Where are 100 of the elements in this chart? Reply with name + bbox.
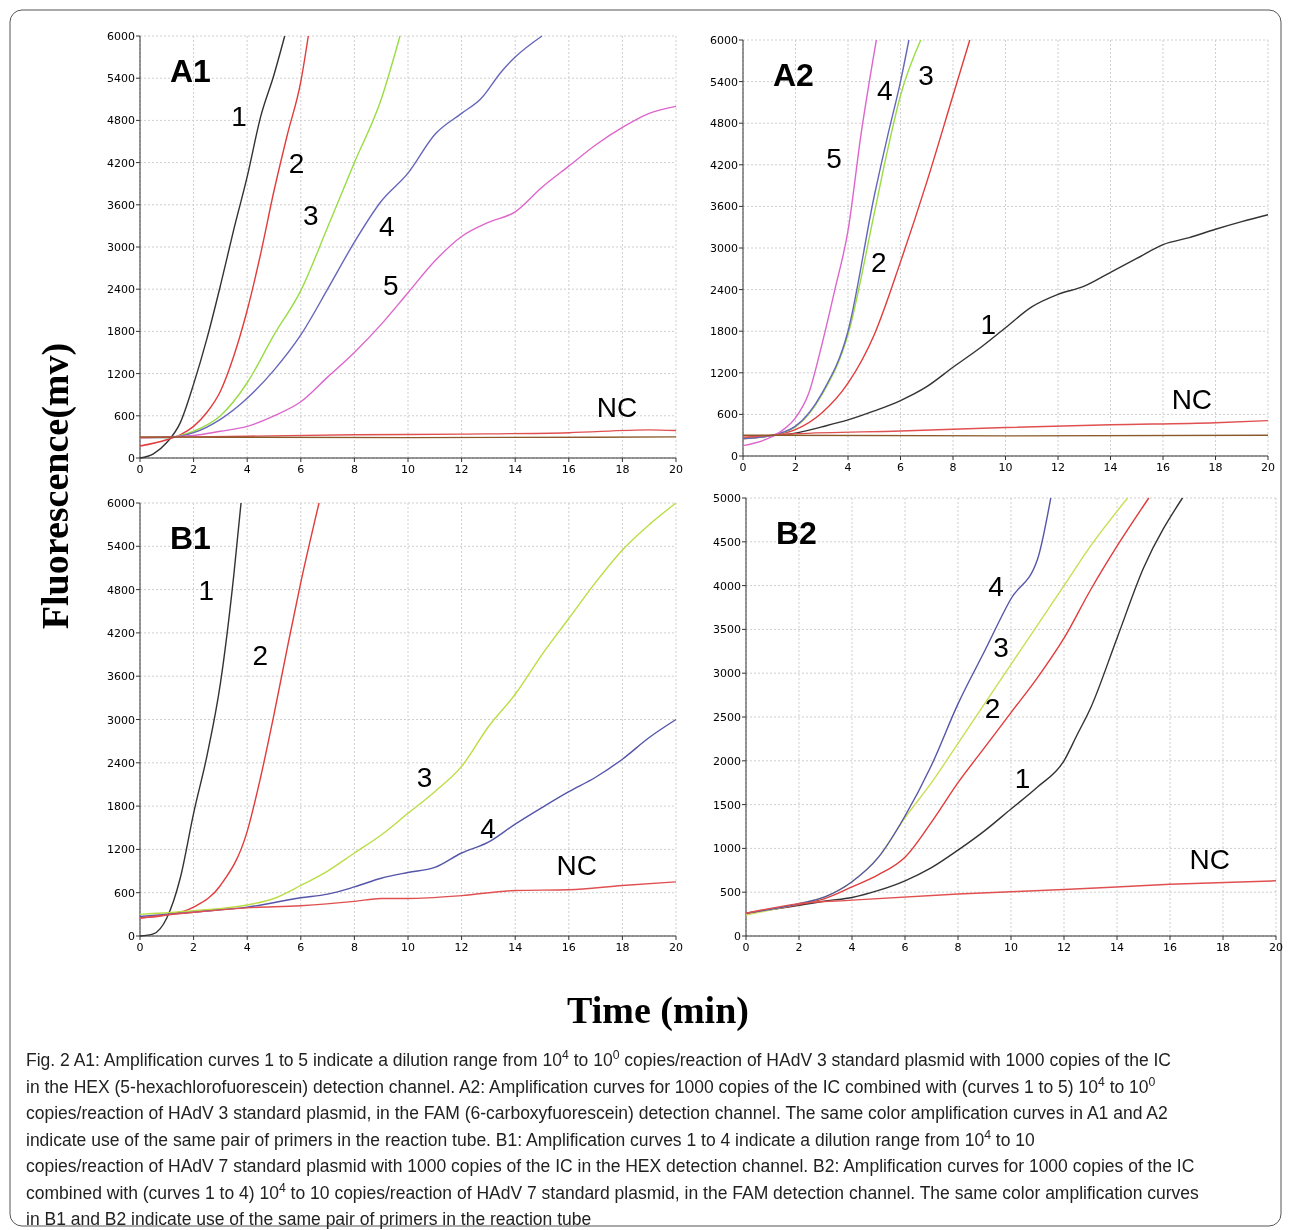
x-tick-label: 20	[1261, 461, 1275, 474]
y-tick-label: 1800	[107, 800, 135, 814]
y-tick-label: 1500	[713, 798, 741, 812]
y-tick-label: 1800	[107, 325, 135, 339]
y-tick-label: 0	[128, 452, 135, 465]
x-tick-label: 14	[1103, 461, 1118, 474]
series-label: 2	[252, 639, 268, 671]
x-tick-label: 0	[136, 941, 144, 954]
y-tick-label: 600	[114, 886, 135, 900]
y-tick-label: 4200	[710, 158, 738, 172]
x-tick-label: 14	[1110, 941, 1124, 954]
x-axis-title: Time (min)	[567, 989, 749, 1032]
y-tick-label: 3000	[710, 242, 738, 255]
y-tick-label: 1200	[107, 843, 135, 857]
series-label: 3	[416, 762, 433, 794]
x-tick-label: 4	[243, 941, 251, 954]
x-tick-label: 18	[615, 463, 630, 476]
y-tick-label: 600	[717, 408, 738, 422]
x-tick-label: 18	[1216, 941, 1230, 954]
series-label: 2	[870, 246, 887, 278]
series-label: NC	[1189, 844, 1230, 875]
x-tick-label: 2	[795, 941, 803, 954]
y-tick-label: 4800	[710, 117, 738, 131]
y-tick-label: 4800	[107, 114, 135, 128]
line-series	[745, 497, 1052, 914]
series-label: 4	[876, 74, 893, 106]
y-tick-label: 3600	[710, 200, 738, 214]
series-label: 3	[302, 200, 319, 232]
x-tick-label: 0	[742, 941, 750, 954]
series-label: 1	[198, 574, 215, 606]
x-tick-label: 16	[561, 463, 576, 476]
y-tick-label: 6000	[107, 30, 135, 43]
line-series	[745, 880, 1277, 914]
line-series	[742, 419, 1269, 438]
y-tick-label: 600	[114, 409, 135, 423]
x-tick-label: 16	[1163, 941, 1177, 954]
y-axis-title: Fluorescence(mv)	[34, 342, 77, 630]
y-tick-label: 4200	[107, 156, 135, 170]
text: B1	[170, 520, 211, 556]
y-tick-label: 6000	[107, 497, 135, 510]
x-tick-label: 2	[792, 461, 799, 474]
x-tick-label: 12	[454, 463, 469, 476]
x-tick-label: 8	[350, 463, 358, 476]
y-tick-label: 5000	[713, 492, 741, 505]
x-tick-label: 16	[1156, 461, 1170, 474]
x-tick-label: 6	[897, 461, 904, 474]
y-tick-label: 3500	[713, 623, 741, 637]
y-tick-label: 3600	[107, 198, 135, 212]
y-tick-label: 5400	[107, 540, 135, 554]
text: Fig. 2 A1: Amplification curves 1 to 5 indicate a dilution range from 10$^{4}$ to 10$^{0}$ copies/reaction of HAdV 3 standard plasmid with 1000 copies of the IC in the HEX (5-hexachlorofuorescein) detection channel. A2: Amplification curves for 1000 copies of the IC combined with (curves 1 to 5) 10$^{4}$ to 10$^{0}$ copies/reaction of HAdV 3 standard plasmid, in the FAM (6-carboxyfuorescein) detection channel. The same color amplification curves in A1 and A2 indicate use of the same pair of primers in the reaction tube. B1: Amplification curves 1 to 4 indicate a dilution range from 10$^{4}$ to 10 copies/reaction of HAdV 7 standard plasmid with 1000 copies of the IC in the HEX detection channel. B2: Amplification curves for 1000 copies of the IC combined with (curves 1 to 4) 10$^{4}$ to 10 copies/reaction of HAdV 7 standard plasmid, in the FAM detection channel. The same color amplification curves in B1 and B2 indicate use of the same pair of primers in the reaction tube	[26, 1048, 1199, 1229]
y-tick-label: 1000	[713, 842, 741, 856]
y-tick-label: 4200	[107, 626, 135, 640]
y-tick-label: 2500	[713, 711, 741, 724]
x-tick-label: 8	[954, 941, 962, 954]
series-label: 1	[980, 309, 997, 341]
series-label: 5	[382, 269, 399, 301]
y-tick-label: 5400	[107, 72, 135, 86]
x-tick-label: 16	[561, 941, 576, 954]
series-label: 2	[288, 147, 305, 179]
line-series	[139, 881, 677, 919]
x-tick-label: 14	[508, 463, 523, 476]
y-tick-label: 1800	[710, 325, 738, 339]
x-tick-label: 12	[454, 941, 469, 954]
y-tick-label: 3600	[107, 670, 135, 684]
y-tick-label: 6000	[710, 34, 738, 47]
series-label: 4	[379, 210, 395, 242]
x-tick-label: 10	[998, 461, 1013, 474]
x-tick-label: 2	[190, 941, 198, 954]
text: A1	[170, 53, 211, 89]
x-tick-label: 6	[901, 941, 909, 954]
x-tick-label: 18	[1208, 461, 1223, 474]
x-tick-label: 14	[508, 941, 523, 954]
x-tick-label: 4	[848, 941, 856, 954]
y-tick-label: 2400	[710, 283, 738, 297]
y-tick-label: 3000	[713, 667, 741, 681]
x-tick-label: 6	[297, 463, 305, 476]
series-label: 3	[993, 631, 1009, 663]
y-tick-label: 3000	[107, 241, 135, 254]
x-tick-label: 0	[136, 463, 144, 476]
y-tick-label: 4500	[713, 535, 741, 549]
series-label: NC	[596, 391, 638, 423]
x-tick-label: 12	[1057, 941, 1071, 954]
y-tick-label: 1200	[107, 367, 135, 381]
y-tick-label: 2400	[107, 283, 135, 297]
y-tick-label: 0	[734, 930, 741, 943]
x-tick-label: 20	[669, 941, 683, 954]
line-series	[139, 502, 320, 919]
x-tick-label: 10	[401, 463, 415, 476]
series-label: 3	[918, 59, 934, 91]
text: A2	[773, 57, 814, 93]
x-tick-label: 4	[844, 461, 852, 474]
y-tick-label: 0	[128, 930, 135, 943]
x-tick-label: 10	[401, 941, 415, 954]
series-label: NC	[1171, 384, 1213, 416]
series-label: 1	[231, 101, 247, 133]
series-label: 2	[984, 693, 1001, 725]
y-tick-label: 2000	[713, 754, 741, 768]
series-label: 1	[1014, 763, 1031, 795]
y-tick-label: 2400	[107, 756, 135, 770]
line-series	[139, 718, 677, 918]
